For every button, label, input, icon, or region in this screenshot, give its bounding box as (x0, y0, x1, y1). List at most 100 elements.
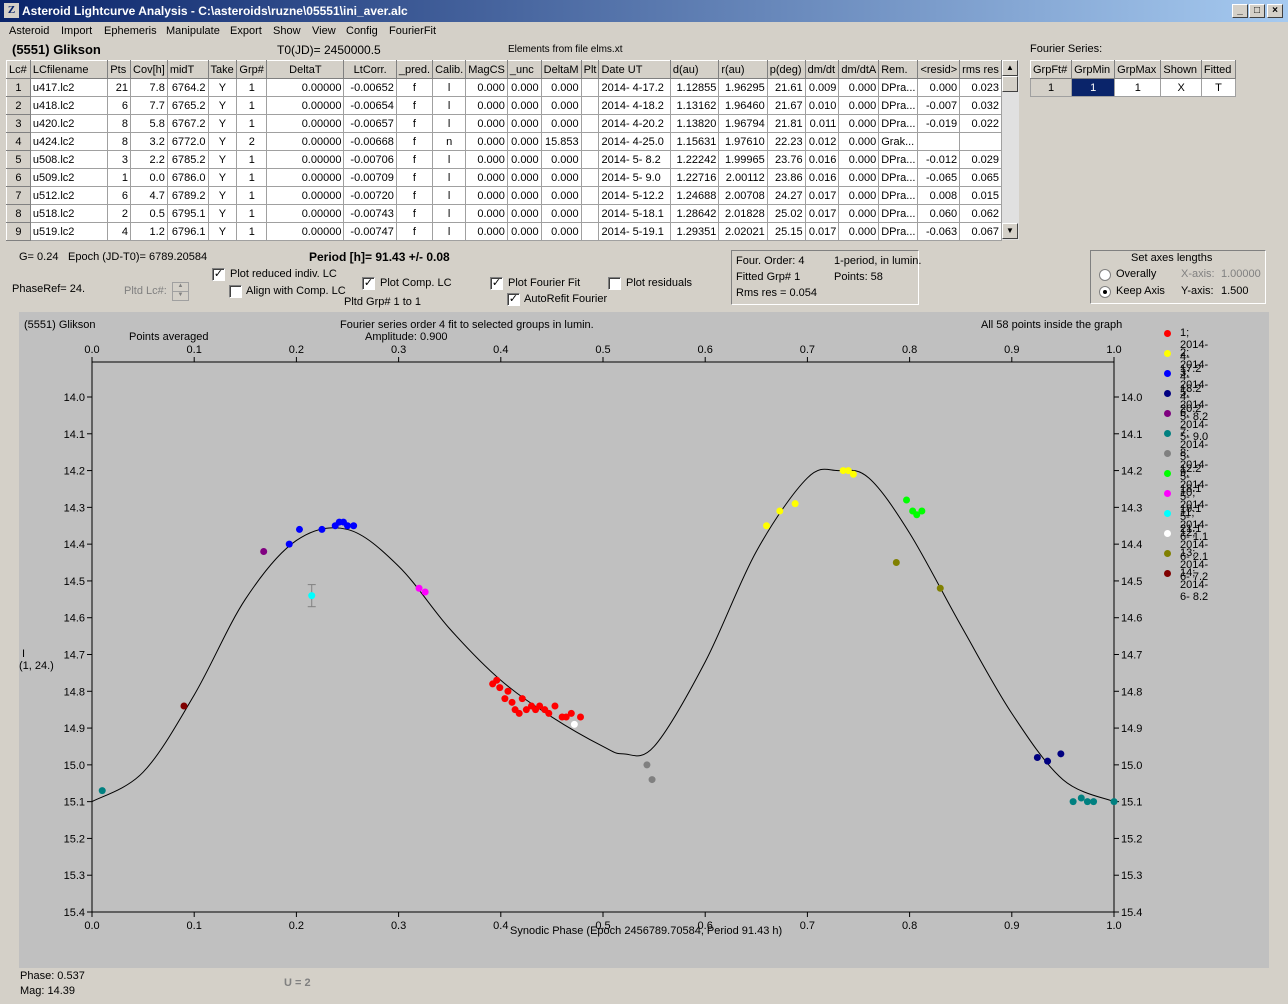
table-cell[interactable]: 1.12855 (669, 78, 720, 97)
y-axis-value[interactable]: 1.500 (1221, 285, 1249, 297)
menu-config[interactable]: Config (346, 25, 378, 37)
table-cell[interactable] (580, 204, 600, 223)
table-cell[interactable]: 0.00000 (266, 132, 345, 151)
column-header[interactable]: Plt (580, 60, 600, 79)
table-cell[interactable]: DPra... (878, 168, 919, 187)
table-cell[interactable]: l (432, 96, 467, 115)
table-cell[interactable]: 1.97610 (718, 132, 768, 151)
table-cell[interactable]: 1.15631 (669, 132, 720, 151)
plot-comp-checkbox[interactable]: ✓ (362, 277, 375, 290)
table-cell[interactable]: l (432, 168, 467, 187)
table-cell[interactable] (580, 150, 600, 169)
table-cell[interactable] (580, 168, 600, 187)
data-point[interactable] (763, 522, 771, 530)
row-number[interactable]: 9 (6, 222, 31, 241)
table-cell[interactable] (580, 222, 600, 241)
table-cell[interactable]: f (395, 186, 434, 205)
table-cell[interactable]: Y (207, 186, 238, 205)
table-cell[interactable]: 2014- 4-17.2 (598, 78, 671, 97)
table-cell[interactable]: 0.00000 (266, 168, 345, 187)
column-header[interactable]: DeltaM (540, 60, 582, 79)
table-cell[interactable]: 0.000 (506, 114, 542, 133)
overally-radio[interactable] (1099, 269, 1111, 281)
table-cell[interactable]: u424.lc2 (29, 132, 109, 151)
row-number[interactable]: 4 (6, 132, 31, 151)
table-cell[interactable]: 21.81 (766, 114, 806, 133)
table-cell[interactable]: 4.7 (130, 186, 168, 205)
table-cell[interactable]: 2 (107, 204, 132, 223)
table-cell[interactable]: -0.00747 (343, 222, 397, 241)
fourier-series-table[interactable]: GrpFt# GrpMin GrpMax Shown Fitted 1 1 1 X T (1029, 60, 1237, 97)
row-number[interactable]: 2 (6, 96, 31, 115)
fourier-cell[interactable]: 1 (1114, 78, 1162, 97)
table-cell[interactable]: -0.00743 (343, 204, 397, 223)
table-cell[interactable]: 22.23 (766, 132, 806, 151)
table-cell[interactable]: 2.00112 (718, 168, 768, 187)
column-header[interactable]: Pts (107, 60, 132, 79)
table-cell[interactable]: 2014- 4-18.2 (598, 96, 671, 115)
table-cell[interactable]: 0.000 (506, 186, 542, 205)
data-point[interactable] (791, 500, 799, 508)
table-cell[interactable]: 0.5 (130, 204, 168, 223)
table-cell[interactable]: l (432, 150, 467, 169)
table-cell[interactable]: -0.063 (917, 222, 961, 241)
table-cell[interactable]: 1 (236, 96, 268, 115)
table-cell[interactable]: 1 (236, 114, 268, 133)
table-cell[interactable]: 0.062 (959, 204, 1002, 223)
table-cell[interactable]: 3.2 (130, 132, 168, 151)
data-point[interactable] (551, 702, 559, 710)
column-header[interactable]: LCfilename (29, 60, 109, 79)
table-cell[interactable]: f (395, 78, 434, 97)
table-cell[interactable]: 0.000 (540, 96, 582, 115)
table-cell[interactable]: -0.00668 (343, 132, 397, 151)
column-header[interactable]: Lc# (6, 60, 31, 79)
table-cell[interactable]: 0.000 (465, 204, 508, 223)
table-cell[interactable]: 1.99965 (718, 150, 768, 169)
table-cell[interactable]: 0.000 (465, 78, 508, 97)
data-point[interactable] (1090, 798, 1098, 806)
table-cell[interactable]: 0.011 (804, 114, 840, 133)
table-cell[interactable]: 1 (236, 222, 268, 241)
column-header[interactable]: Cov[h] (130, 60, 168, 79)
table-cell[interactable]: 5.8 (130, 114, 168, 133)
column-header[interactable]: Rem. (878, 60, 919, 79)
data-point[interactable] (1057, 750, 1065, 758)
keep-axis-radio[interactable] (1099, 286, 1111, 298)
table-cell[interactable]: f (395, 96, 434, 115)
table-cell[interactable] (917, 132, 961, 151)
table-cell[interactable]: 0.017 (804, 222, 840, 241)
table-cell[interactable]: 2014- 5- 8.2 (598, 150, 671, 169)
fourier-column-header[interactable]: GrpMin (1071, 60, 1116, 79)
table-cell[interactable]: DPra... (878, 96, 919, 115)
table-cell[interactable] (959, 132, 1002, 151)
table-cell[interactable]: 2.00708 (718, 186, 768, 205)
plot-fourier-checkbox[interactable]: ✓ (490, 277, 503, 290)
scroll-up-arrow-icon[interactable]: ▲ (1002, 60, 1018, 76)
data-point[interactable] (648, 776, 656, 784)
spin-up-icon[interactable]: ▲ (173, 283, 188, 292)
menu-manipulate[interactable]: Manipulate (166, 25, 220, 37)
table-cell[interactable]: l (432, 78, 467, 97)
table-cell[interactable]: 0.000 (838, 150, 880, 169)
table-cell[interactable]: 0.000 (540, 114, 582, 133)
table-cell[interactable]: 0.000 (838, 114, 880, 133)
data-point[interactable] (892, 559, 900, 567)
data-point[interactable] (562, 713, 570, 721)
table-row[interactable]: 8 u518.lc2 2 0.5 6795.1 Y 1 0.00000 -0.00743 f l 0.… (6, 204, 1002, 223)
table-cell[interactable]: 0.000 (540, 204, 582, 223)
table-cell[interactable]: 0.015 (959, 186, 1002, 205)
table-cell[interactable]: 1 (236, 78, 268, 97)
table-scrollbar[interactable]: ▲ ▼ (1002, 60, 1019, 240)
table-cell[interactable]: 25.02 (766, 204, 806, 223)
table-cell[interactable]: 0.000 (838, 132, 880, 151)
table-cell[interactable]: 1.96460 (718, 96, 768, 115)
menu-show[interactable]: Show (273, 25, 301, 37)
table-cell[interactable]: DPra... (878, 204, 919, 223)
data-point[interactable] (180, 702, 188, 710)
table-cell[interactable]: 25.15 (766, 222, 806, 241)
column-header[interactable]: _pred. (395, 60, 434, 79)
lightcurve-plot[interactable]: 0.0 0.0 0.1 0.1 0.2 0.2 0.3 0.3 0.4 0.4 0.5 0.5 0.6 0… (19, 312, 1269, 968)
table-cell[interactable] (580, 114, 600, 133)
table-cell[interactable]: 1.29351 (669, 222, 720, 241)
